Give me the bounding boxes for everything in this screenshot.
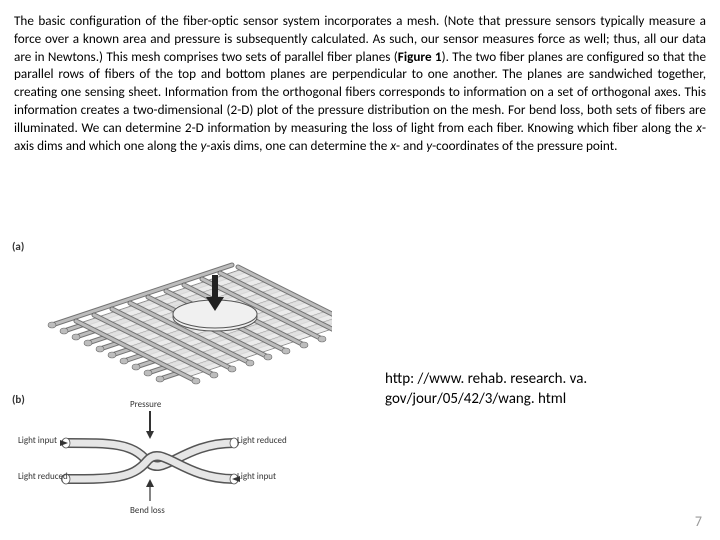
- figures-block: (a) (b) Pressure Light input Light reduc…: [12, 240, 352, 523]
- url-citation: http: //www. rehab. research. va. gov/jo…: [385, 370, 705, 409]
- label-light-input-top: Light input: [18, 435, 57, 446]
- para-seg-10: -coordinates of the pressure point.: [432, 137, 617, 154]
- label-light-input-bot: Light input: [237, 471, 276, 482]
- panel-b-label: (b): [12, 393, 25, 406]
- label-light-reduced-bot: Light reduced: [18, 471, 68, 482]
- figure-b-svg: [12, 393, 312, 523]
- label-light-reduced-top: Light reduced: [237, 435, 287, 446]
- figure-a: (a): [12, 240, 332, 385]
- figure-a-svg: [12, 240, 332, 385]
- page-number: 7: [695, 513, 702, 530]
- label-pressure: Pressure: [130, 399, 161, 410]
- label-bend-loss: Bend loss: [130, 505, 165, 516]
- para-fig-ref: Figure 1: [398, 48, 442, 65]
- para-seg-8: - and: [396, 137, 426, 154]
- panel-a-label: (a): [12, 240, 24, 253]
- figure-b: (b) Pressure Light input Light reduced L…: [12, 393, 312, 523]
- body-paragraph: The basic configuration of the fiber-opt…: [0, 0, 720, 163]
- para-seg-6: -axis dims, one can determine the: [206, 137, 390, 154]
